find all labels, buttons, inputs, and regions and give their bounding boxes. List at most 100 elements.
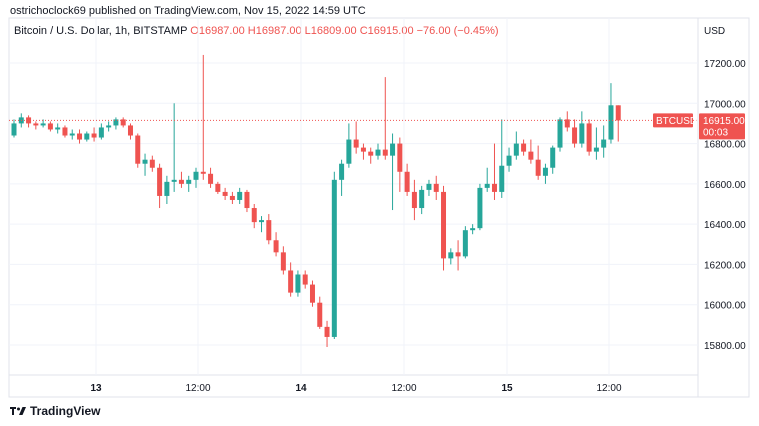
candle-body	[484, 183, 490, 188]
candle-body	[317, 302, 323, 327]
candle-body	[106, 125, 112, 128]
candle-body	[259, 220, 265, 223]
candle	[317, 296, 323, 329]
candle	[324, 320, 330, 348]
price-tag-countdown: 00:03	[703, 127, 728, 138]
candle-body	[382, 149, 388, 156]
candle-body	[309, 284, 315, 303]
symbol-tag-text: BTCUSD	[656, 116, 697, 127]
candle	[564, 111, 570, 132]
candle	[229, 191, 235, 204]
candle-body	[157, 167, 163, 196]
candle	[222, 187, 228, 200]
candle-body	[550, 147, 556, 168]
candle-body	[557, 119, 563, 148]
candle	[288, 262, 294, 297]
currency-label: USD	[704, 26, 725, 37]
last-price-tag[interactable]: BTCUSD 16915.00 00:03	[653, 113, 745, 140]
candle-body	[186, 179, 192, 184]
candle	[491, 143, 497, 200]
candle-body	[40, 123, 46, 126]
symbol-description: Bitcoin / U.S. Dollar, 1h, BITSTAMP	[14, 25, 188, 37]
candle	[426, 179, 432, 196]
candle-layer	[11, 54, 621, 348]
candle-body	[455, 252, 461, 257]
candle	[470, 224, 476, 235]
footer-brand[interactable]: TradingView	[10, 404, 100, 418]
candle	[135, 133, 141, 168]
candle	[33, 121, 39, 130]
legend-close: C16915.00	[359, 25, 414, 37]
tradingview-logo-icon	[10, 407, 26, 415]
candle	[273, 232, 279, 257]
candle-body	[521, 143, 527, 152]
price-tick-label: 15800.00	[704, 341, 746, 352]
candle-body	[98, 127, 104, 138]
candle	[360, 143, 366, 160]
price-axis: 17200.00 17000.00 16800.00 16600.00 16400.00…	[704, 59, 746, 352]
candle	[120, 117, 126, 128]
candle	[353, 121, 359, 154]
candle	[499, 119, 505, 198]
candle	[542, 163, 548, 184]
candle	[608, 83, 614, 144]
candle	[77, 129, 83, 144]
candle	[521, 139, 527, 156]
candle-body	[499, 165, 505, 192]
candle	[237, 187, 243, 204]
candle-body	[149, 159, 155, 168]
candle	[462, 226, 468, 259]
legend-low: L16809.00	[304, 25, 357, 37]
price-tick-label: 17000.00	[704, 99, 746, 110]
candle	[484, 167, 490, 192]
candle	[186, 175, 192, 192]
candle	[433, 175, 439, 200]
candle	[69, 129, 75, 140]
candle	[200, 54, 206, 180]
candle	[593, 127, 599, 160]
candle	[127, 123, 133, 140]
candle-body	[470, 228, 476, 231]
candle-body	[208, 173, 214, 184]
candle	[280, 246, 286, 275]
candle-body	[572, 127, 578, 144]
candle	[164, 175, 170, 204]
candle-body	[237, 191, 243, 200]
candle-body	[91, 133, 97, 138]
candle	[295, 270, 301, 297]
time-tick-label: 13	[90, 383, 102, 394]
candle	[601, 125, 607, 158]
time-tick-label: 14	[295, 383, 307, 394]
candle-body	[266, 220, 272, 241]
candle-body	[77, 133, 83, 140]
candle	[84, 131, 90, 142]
price-tick-label: 17200.00	[704, 59, 746, 70]
candle	[419, 185, 425, 215]
candle-body	[244, 191, 250, 209]
chart-border	[8, 17, 750, 398]
candle-body	[353, 139, 359, 148]
candle	[171, 103, 177, 192]
price-tick-label: 16000.00	[704, 301, 746, 312]
price-tick-label: 16400.00	[704, 220, 746, 231]
candle-body	[229, 195, 235, 200]
candle-body	[11, 123, 17, 136]
time-tick-label: 12:00	[596, 383, 621, 394]
candle	[251, 204, 257, 229]
candle	[142, 153, 148, 176]
price-tag-value: 16915.00	[703, 116, 745, 127]
candle	[266, 214, 272, 245]
candle-body	[288, 270, 294, 293]
candle	[615, 105, 621, 142]
candle-body	[513, 143, 519, 156]
candle-body	[222, 191, 228, 196]
candle-body	[535, 159, 541, 176]
candle-body	[69, 133, 75, 136]
candle	[411, 179, 417, 221]
candle	[193, 167, 199, 188]
candle-body	[62, 127, 68, 136]
candle-body	[411, 191, 417, 209]
candle-body	[164, 181, 170, 196]
candle	[346, 123, 352, 168]
